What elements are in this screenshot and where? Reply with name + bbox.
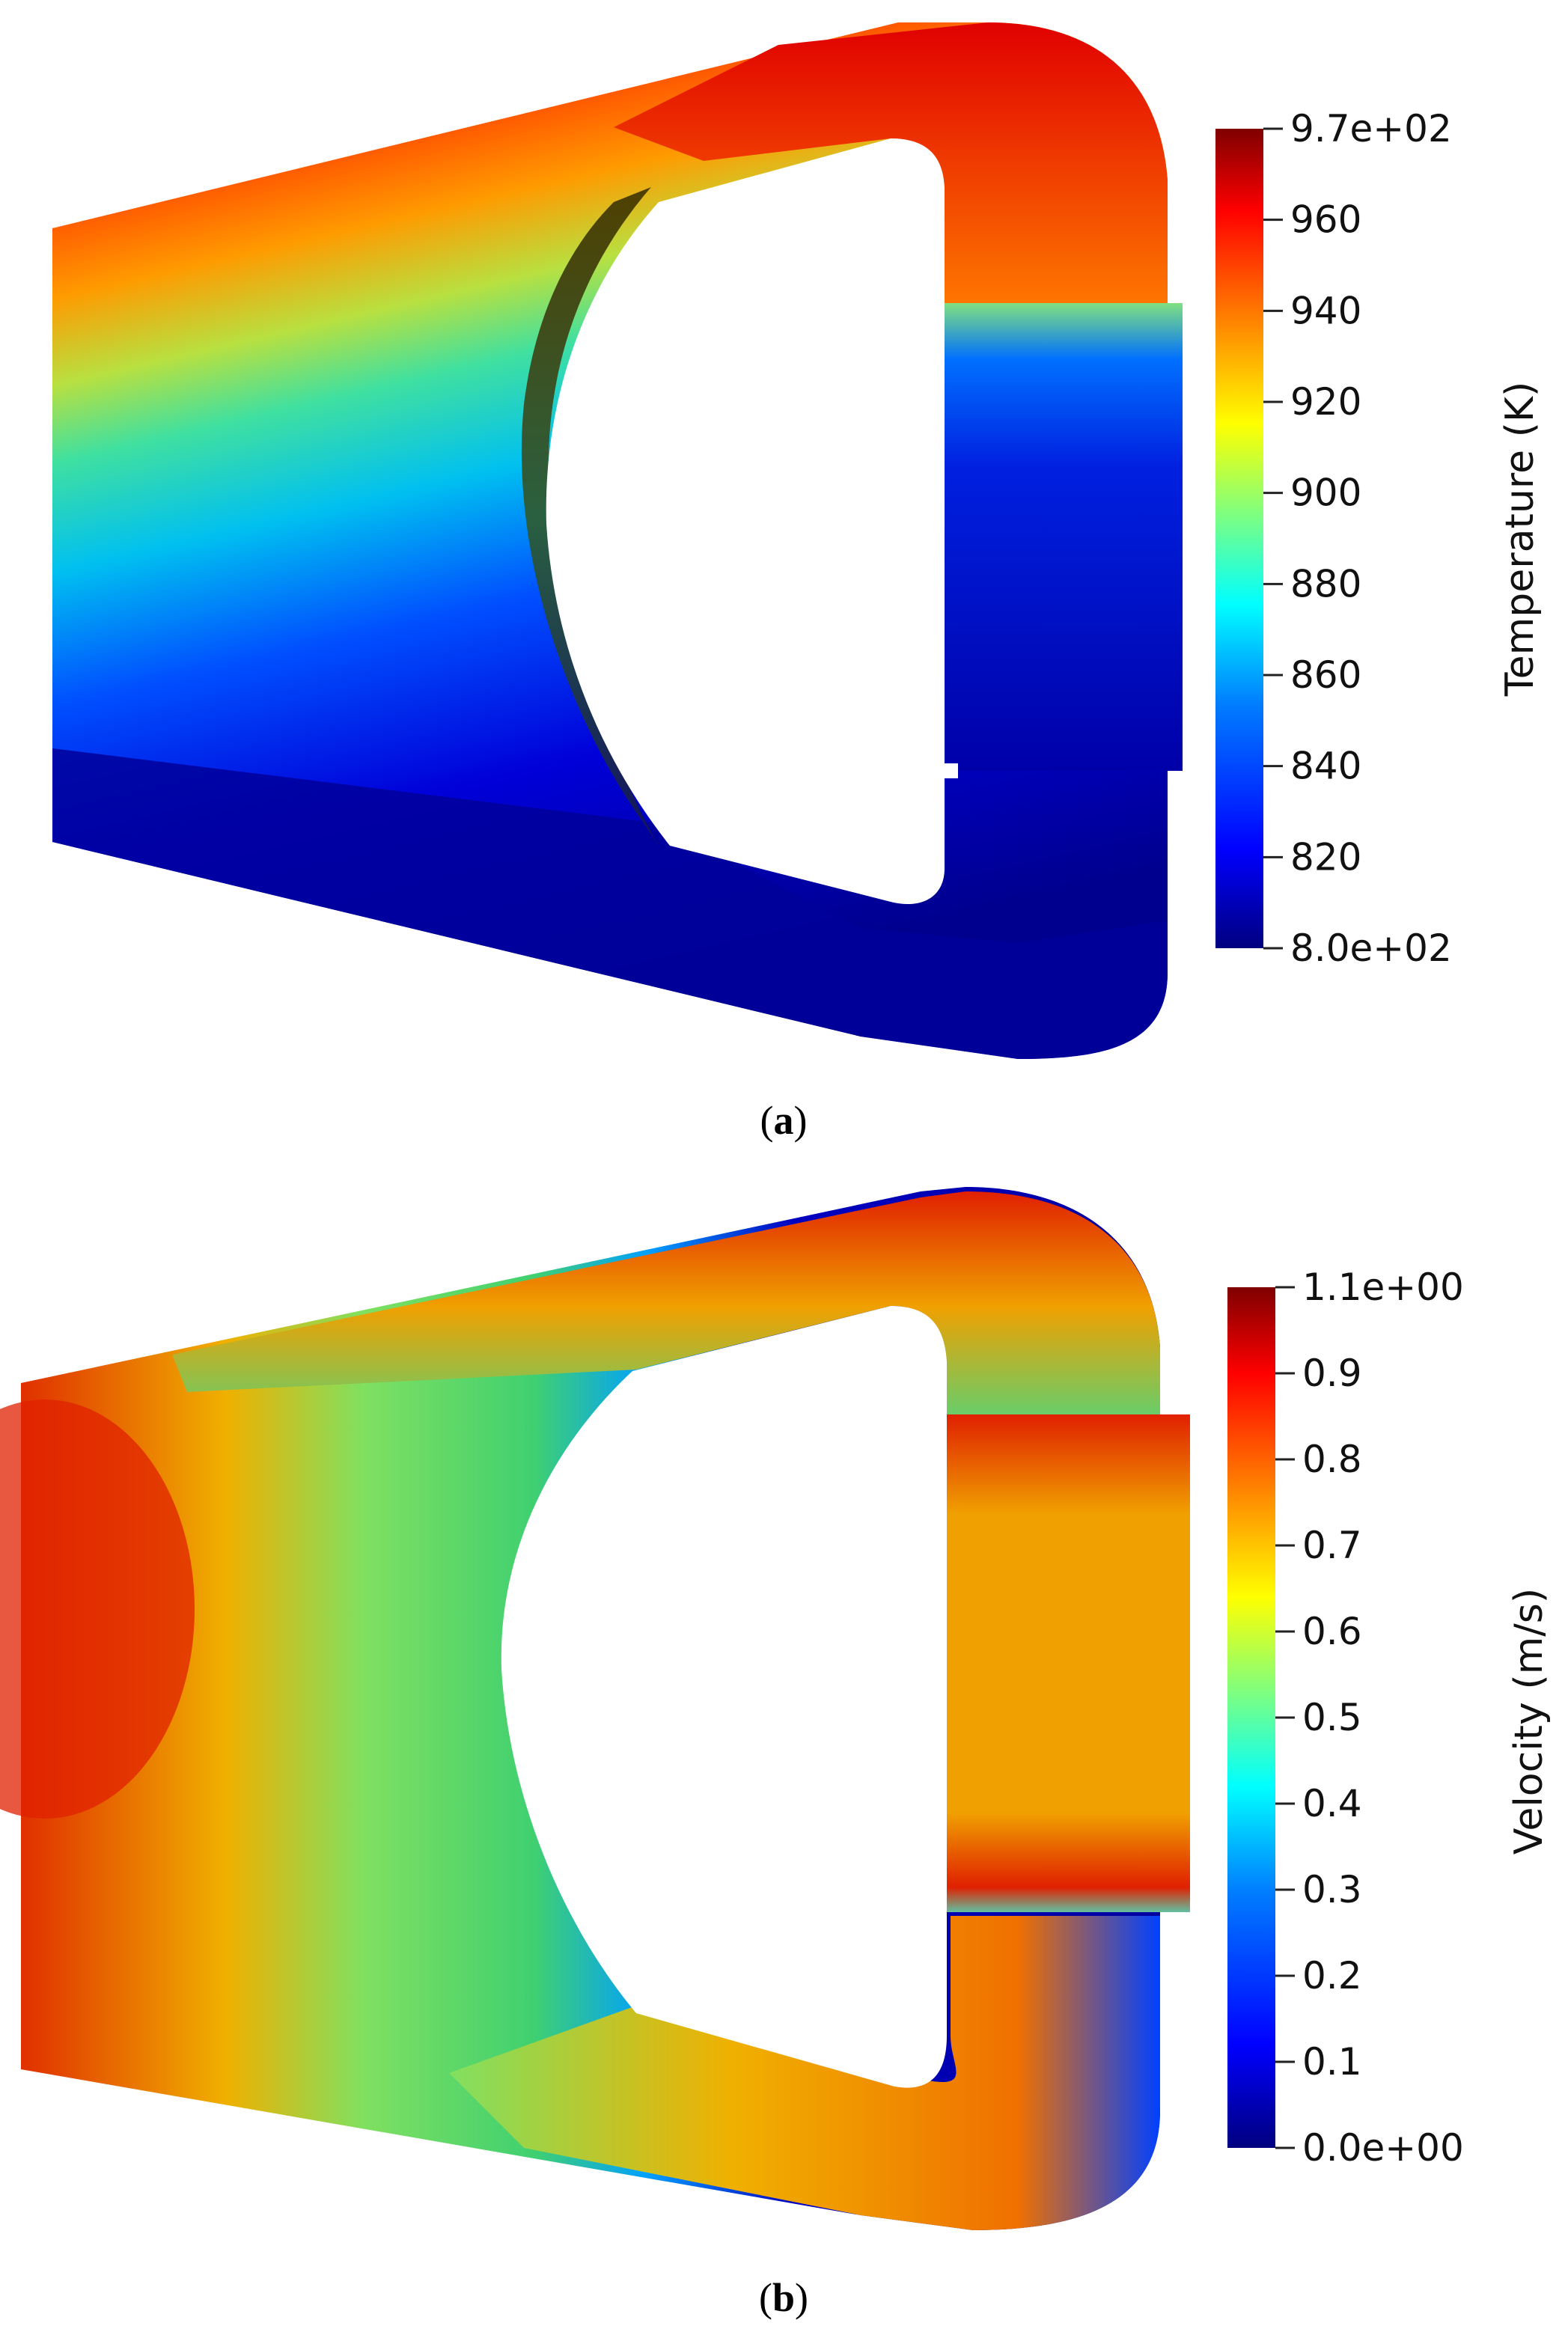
velocity-tick-label: 1.1e+00 <box>1302 1266 1464 1309</box>
velocity-colorbar: 1.1e+00 0.9 0.8 0.7 0.6 0.5 0.4 0.3 0.2 0.1 0.0e+0… <box>1227 1266 1552 2170</box>
velocity-tick-label: 0.6 <box>1302 1610 1362 1653</box>
temperature-tick-label: 940 <box>1290 289 1361 332</box>
temperature-tick-label: 820 <box>1290 835 1361 879</box>
velocity-right-block <box>936 1414 1190 1912</box>
temperature-colorbar: 9.7e+02 960 940 920 900 880 860 840 820 8.0e+02 T… <box>1215 107 1543 970</box>
temperature-bottom-sweep <box>52 748 1168 1059</box>
panel-a: 9.7e+02 960 940 920 900 880 860 840 820 8.0e+02 T… <box>52 22 1543 1143</box>
temperature-tick-label: 860 <box>1290 653 1361 697</box>
temperature-right-block <box>928 303 1183 771</box>
temperature-tick-label: 840 <box>1290 745 1361 788</box>
velocity-tick-label: 0.9 <box>1302 1352 1362 1395</box>
velocity-cavity <box>501 1306 947 2088</box>
temperature-tick-label: 8.0e+02 <box>1290 927 1452 970</box>
velocity-tick-label: 0.4 <box>1302 1782 1362 1825</box>
panel-b: 1.1e+00 0.9 0.8 0.7 0.6 0.5 0.4 0.3 0.2 0.1 0.0e+0… <box>0 1187 1552 2320</box>
temperature-top-arc <box>614 22 1168 314</box>
velocity-tick-label: 0.1 <box>1302 2040 1362 2084</box>
temperature-field-plot <box>52 22 1183 1059</box>
temperature-colorbar-title: Temperature (K) <box>1498 382 1543 698</box>
velocity-tick-label: 0.7 <box>1302 1524 1362 1567</box>
velocity-colorbar-gradient <box>1227 1287 1275 2148</box>
velocity-top-band <box>172 1191 1160 1422</box>
velocity-left-hot-region <box>0 1399 195 1819</box>
temperature-tick-label: 9.7e+02 <box>1290 107 1452 150</box>
temperature-tick-label: 960 <box>1290 198 1361 242</box>
velocity-tick-label: 0.3 <box>1302 1868 1362 1911</box>
velocity-tick-label: 0.2 <box>1302 1954 1362 1997</box>
temperature-colorbar-ticks: 9.7e+02 960 940 920 900 880 860 840 820 8.0e+02 <box>1263 107 1452 970</box>
panel-b-caption: (b) <box>759 2275 808 2320</box>
temperature-cavity <box>546 138 958 904</box>
velocity-tick-label: 0.8 <box>1302 1438 1362 1481</box>
temperature-tick-label: 880 <box>1290 562 1361 605</box>
temperature-tick-label: 900 <box>1290 471 1361 515</box>
velocity-tick-label: 0.0e+00 <box>1302 2126 1464 2170</box>
velocity-field-plot <box>0 1187 1190 2230</box>
temperature-colorbar-gradient <box>1215 129 1263 948</box>
velocity-colorbar-title: Velocity (m/s) <box>1507 1588 1552 1855</box>
velocity-tick-label: 0.5 <box>1302 1696 1362 1739</box>
temperature-tick-label: 920 <box>1290 380 1361 424</box>
temperature-inner-wall <box>521 187 659 846</box>
velocity-colorbar-ticks: 1.1e+00 0.9 0.8 0.7 0.6 0.5 0.4 0.3 0.2 0.1 0.0e+0… <box>1275 1266 1464 2170</box>
panel-a-caption: (a) <box>760 1098 808 1143</box>
velocity-bottom-sweep <box>449 1916 1160 2230</box>
